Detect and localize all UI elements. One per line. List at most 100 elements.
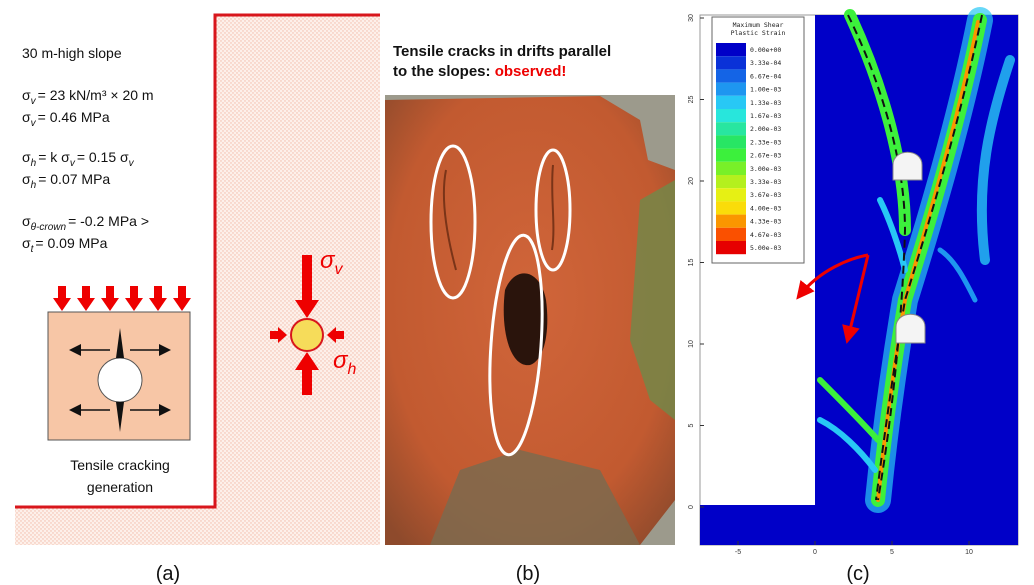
tunnel — [97, 357, 143, 403]
legend-label: 2.67e-03 — [750, 152, 781, 160]
stress-arrow — [295, 255, 319, 318]
photo-title: Tensile cracks in drifts parallel — [393, 43, 611, 60]
legend-swatch — [716, 175, 746, 189]
legend-label: 2.33e-03 — [750, 138, 781, 146]
y-tick-label: 5 — [688, 423, 695, 427]
legend-swatch — [716, 95, 746, 109]
stress-line: σh = 0.07 MPa — [22, 171, 110, 191]
legend-label: 3.67e-03 — [750, 191, 781, 199]
stress-arrow — [270, 327, 287, 343]
legend-swatch — [716, 82, 746, 96]
legend-swatch — [716, 56, 746, 70]
load-arrow — [125, 286, 143, 311]
text-segment: = 0.07 MPa — [38, 171, 110, 187]
legend-title: Plastic Strain — [731, 29, 786, 37]
axes: 0 5 10 15 20 25 30 -5 0 5 10 — [688, 14, 973, 556]
sigma-h: σh — [333, 347, 356, 378]
legend-swatch — [716, 188, 746, 202]
legend-swatch — [716, 43, 746, 57]
text-segment: v — [70, 158, 76, 169]
legend-label: 1.00e-03 — [750, 86, 781, 94]
stress-arrow — [295, 352, 319, 395]
legend-swatch — [716, 148, 746, 162]
drift — [892, 151, 923, 181]
legend-label: 4.00e-03 — [750, 204, 781, 212]
text-segment: σ — [22, 109, 31, 125]
failure-arrow — [842, 254, 870, 344]
legend-swatch — [716, 241, 746, 255]
legend-title: Maximum Shear — [733, 21, 784, 29]
y-tick-label: 25 — [688, 96, 695, 104]
stress-line: 30 m-high slope — [22, 45, 122, 61]
stress-line: σv = 0.46 MPa — [22, 109, 110, 129]
load-arrow — [173, 286, 191, 311]
text-segment: = -0.2 MPa > — [68, 213, 149, 229]
rock-mass — [700, 505, 1018, 545]
stress-line: σv = 23 kN/m³ × 20 m — [22, 87, 154, 107]
text-segment: h — [31, 158, 37, 169]
load-arrow — [53, 286, 71, 311]
text-segment: σ — [22, 235, 31, 251]
legend-label: 5.00e-03 — [750, 244, 781, 252]
drift — [895, 313, 926, 344]
box-caption: generation — [87, 479, 153, 495]
load-arrow — [149, 286, 167, 311]
slope-fill — [15, 15, 380, 545]
x-tick-label: 0 — [813, 549, 817, 556]
caption: (b) — [516, 563, 540, 585]
crack — [551, 164, 555, 251]
y-tick-label: 30 — [688, 14, 695, 22]
caption: (c) — [846, 563, 869, 585]
text-segment: h — [31, 180, 37, 191]
legend-label: 4.33e-03 — [750, 218, 781, 226]
text-segment: = 0.46 MPa — [38, 109, 110, 125]
box-caption: Tensile cracking — [70, 457, 170, 473]
panel-b: Tensile cracks in drifts parallel to the… — [385, 43, 675, 585]
legend-swatch — [716, 227, 746, 241]
dashed-line — [847, 14, 907, 501]
legend-label: 2.00e-03 — [750, 125, 781, 133]
legend-swatch — [716, 135, 746, 149]
text-segment: = 0.09 MPa — [35, 235, 107, 251]
y-tick-label: 15 — [688, 259, 695, 267]
y-tick-label: 20 — [688, 177, 695, 185]
text-segment: σ — [22, 87, 31, 103]
load-arrow — [101, 286, 119, 311]
text-segment: v — [31, 118, 37, 129]
text-segment: = 0.15 σ — [77, 149, 129, 165]
stress-line: σh = k σv = 0.15 σv — [22, 149, 135, 169]
legend-label: 3.00e-03 — [750, 165, 781, 173]
vegetation — [430, 450, 640, 545]
photo-title: to the slopes: observed! — [393, 63, 566, 80]
x-tick-label: -5 — [735, 549, 741, 556]
caption: (a) — [156, 563, 180, 585]
legend-label: 3.33e-03 — [750, 178, 781, 186]
legend-label: 0.00e+00 — [750, 46, 781, 54]
legend-label: 6.67e-04 — [750, 72, 781, 80]
crack — [116, 328, 124, 432]
text-segment: θ-crown — [31, 222, 67, 233]
text-segment: = k σ — [38, 149, 70, 165]
slope-line — [15, 13, 380, 509]
dashed-line — [875, 14, 983, 501]
load-arrows — [53, 286, 191, 311]
stress-line: σt = 0.09 MPa — [22, 235, 108, 255]
stress-arrow — [327, 327, 344, 343]
crack — [442, 169, 457, 271]
crack-marker — [534, 148, 572, 272]
x-tick-label: 5 — [890, 549, 894, 556]
legend-label: 3.33e-04 — [750, 59, 781, 67]
text-segment: 30 m-high slope — [22, 45, 122, 61]
text-segment: σ — [22, 171, 31, 187]
legend-label: 4.67e-03 — [750, 231, 781, 239]
failure-arrow — [796, 253, 869, 300]
legend-swatch — [716, 161, 746, 175]
text-segment: v — [31, 96, 37, 107]
sigma-v: σv — [320, 247, 343, 278]
text-segment: v — [129, 158, 135, 169]
